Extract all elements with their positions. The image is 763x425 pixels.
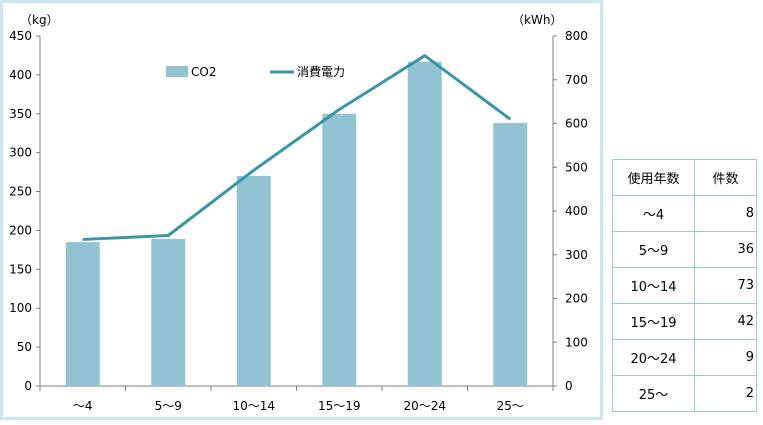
right-tick-label: 400 [565,204,588,218]
left-tick-label: 100 [9,301,32,315]
cell-years: 20～24 [612,339,695,376]
co2-bar [322,113,357,387]
cell-count: 36 [694,231,757,268]
table-row: 25～ 2 [612,375,757,412]
left-tick-label: 400 [9,68,32,82]
x-tick-label: 10～14 [232,399,275,413]
table-row: 20～24 9 [612,339,757,376]
x-tick-label: 20～24 [403,399,446,413]
co2-bar [236,176,271,386]
combo-chart: 0 50 100 150 200 250 300 350 400 450 0 100 200 300 400… [9,13,588,413]
left-tick-label: 50 [17,340,32,354]
left-tick-label: 450 [9,29,32,43]
table-row: 15～19 42 [612,303,757,340]
cell-count: 8 [694,195,757,232]
cell-years: 10～14 [612,267,695,304]
left-axis-unit-label: （kg） [20,13,59,27]
usage-years-table: 使用年数 件数 ～4 8 5～9 36 10～14 73 15～19 42 20… [612,159,757,412]
x-tick-label: 25～ [497,399,524,413]
left-tick-label: 200 [9,223,32,237]
co2-bar [151,239,186,386]
right-tick-label: 500 [565,160,588,174]
co2-bar [407,61,442,387]
cell-years: 25～ [612,375,695,412]
cell-years: 15～19 [612,303,695,340]
left-tick-label: 300 [9,146,32,160]
x-tick-label: ～4 [73,399,93,413]
cell-count: 42 [694,303,757,340]
right-tick-label: 200 [565,292,588,306]
table-row: 5～9 36 [612,231,757,268]
right-tick-label: 300 [565,248,588,262]
right-tick-label: 0 [565,379,573,393]
left-tick-label: 350 [9,107,32,121]
left-tick-label: 0 [24,379,32,393]
table-row: ～4 8 [612,195,757,232]
x-tick-label: 15～19 [318,399,361,413]
power-consumption-line [82,54,512,241]
co2-bar [493,123,528,386]
right-tick-label: 700 [565,73,588,87]
x-tick-label: 5～9 [155,399,182,413]
cell-count: 9 [694,339,757,376]
left-tick-label: 150 [9,262,32,276]
legend-co2-swatch [166,66,188,77]
cell-count: 2 [694,375,757,412]
left-tick-label: 250 [9,185,32,199]
legend-power-label: 消費電力 [297,64,345,79]
table-row: 10～14 73 [612,267,757,304]
header-years: 使用年数 [612,159,695,196]
cell-count: 73 [694,267,757,304]
right-tick-label: 800 [565,29,588,43]
right-tick-label: 100 [565,335,588,349]
co2-bar [65,242,100,386]
legend-co2-label: CO2 [191,65,216,79]
cell-years: ～4 [612,195,695,232]
right-axis-unit-label: （kWh） [512,13,562,27]
cell-years: 5～9 [612,231,695,268]
right-tick-label: 600 [565,117,588,131]
table-header-row: 使用年数 件数 [612,159,757,196]
header-count: 件数 [694,159,757,196]
